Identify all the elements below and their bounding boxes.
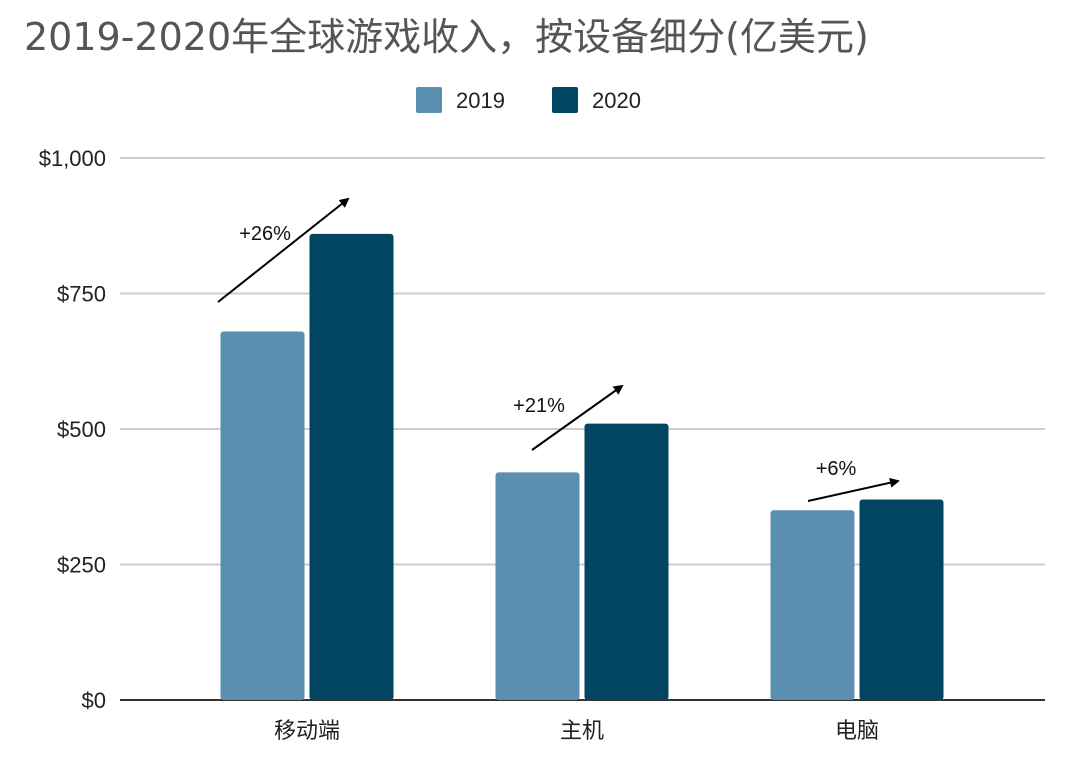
growth-annotation: +26% [239,223,291,245]
growth-annotation: +6% [816,458,857,480]
x-category-label: 移动端 [274,719,340,744]
growth-arrow [217,197,350,303]
legend-label: 2020 [592,88,641,113]
y-tick-label: $500 [57,417,106,442]
bar-2019-0 [220,331,305,700]
legend-swatch [416,87,442,113]
bar-2020-1 [584,423,669,700]
growth-annotation: +21% [513,395,565,417]
y-tick-label: $750 [57,282,106,307]
bar-2020-0 [309,233,394,700]
growth-arrow [807,477,900,502]
bar-2019-1 [495,472,580,700]
y-tick-label: $1,000 [39,146,106,171]
legend-swatch [552,87,578,113]
bar-2019-2 [770,510,855,700]
x-category-label: 主机 [560,719,604,744]
legend-label: 2019 [456,88,505,113]
x-category-label: 电脑 [835,719,879,744]
y-tick-label: $0 [82,688,106,713]
bar-2020-2 [859,499,944,700]
growth-arrow [531,384,624,451]
y-tick-label: $250 [57,553,106,578]
chart-title: 2019-2020年全球游戏收入，按设备细分(亿美元) [24,15,869,59]
